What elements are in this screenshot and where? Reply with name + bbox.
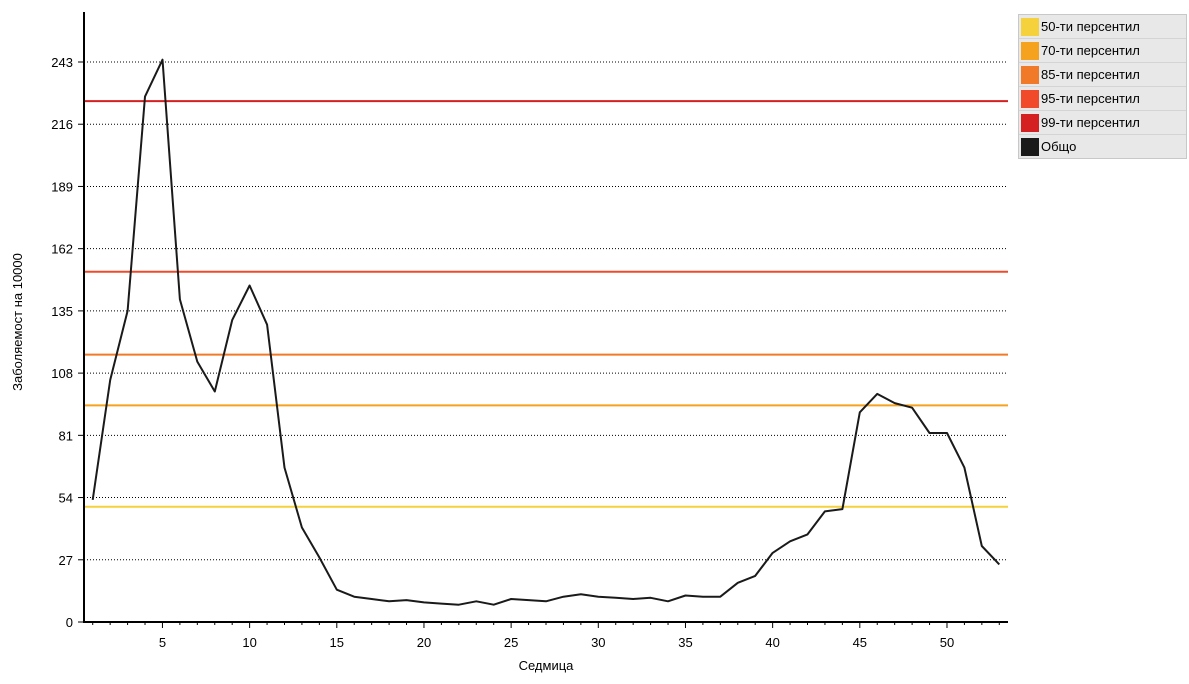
axes	[83, 12, 1008, 623]
legend-item: Общо	[1019, 135, 1186, 158]
legend-item: 95-ти персентил	[1019, 87, 1186, 111]
series-line	[91, 58, 1001, 606]
x-tick-label: 20	[417, 635, 431, 650]
x-tick-label: 30	[591, 635, 605, 650]
legend-swatch	[1021, 137, 1039, 156]
y-tick-label: 81	[59, 428, 73, 443]
y-tick-label: 162	[51, 242, 73, 257]
x-tick-label: 25	[504, 635, 518, 650]
grid	[84, 61, 1008, 561]
x-tick-label: 15	[330, 635, 344, 650]
x-tick-label: 45	[853, 635, 867, 650]
legend-item: 70-ти персентил	[1019, 39, 1186, 63]
y-tick-label: 0	[66, 615, 73, 630]
y-axis-title: Заболяемост на 10000	[10, 253, 25, 391]
legend-label: 70-ти персентил	[1041, 43, 1140, 58]
legend-label: 50-ти персентил	[1041, 19, 1140, 34]
y-tick-label: 216	[51, 117, 73, 132]
y-tick-label: 27	[59, 553, 73, 568]
y-tick-label: 135	[51, 304, 73, 319]
legend-item: 85-ти персентил	[1019, 63, 1186, 87]
y-tick-label: 108	[51, 366, 73, 381]
y-tick-label: 189	[51, 179, 73, 194]
x-axis-title: Седмица	[519, 658, 575, 673]
x-tick-label: 10	[242, 635, 256, 650]
threshold-lines	[84, 100, 1008, 508]
series-lines	[91, 58, 1001, 606]
legend: 50-ти персентил 70-ти персентил 85-ти пе…	[1018, 14, 1187, 159]
y-tick-label: 243	[51, 55, 73, 70]
legend-swatch	[1021, 113, 1039, 132]
x-tick-label: 35	[678, 635, 692, 650]
legend-swatch	[1021, 65, 1039, 84]
legend-label: Общо	[1041, 139, 1077, 154]
x-tick-label: 40	[765, 635, 779, 650]
legend-item: 99-ти персентил	[1019, 111, 1186, 135]
y-tick-label: 54	[59, 491, 73, 506]
legend-swatch	[1021, 89, 1039, 108]
legend-label: 99-ти персентил	[1041, 115, 1140, 130]
legend-swatch	[1021, 41, 1039, 60]
x-tick-label: 5	[159, 635, 166, 650]
tick-labels: 0 27 54 81 108 135 162 189 216 243 5 10 15 20 25 30 35 40…	[51, 55, 1000, 650]
legend-label: 85-ти персентил	[1041, 67, 1140, 82]
legend-item: 50-ти персентил	[1019, 15, 1186, 39]
x-tick-label: 50	[940, 635, 954, 650]
legend-label: 95-ти персентил	[1041, 91, 1140, 106]
legend-swatch	[1021, 17, 1039, 36]
